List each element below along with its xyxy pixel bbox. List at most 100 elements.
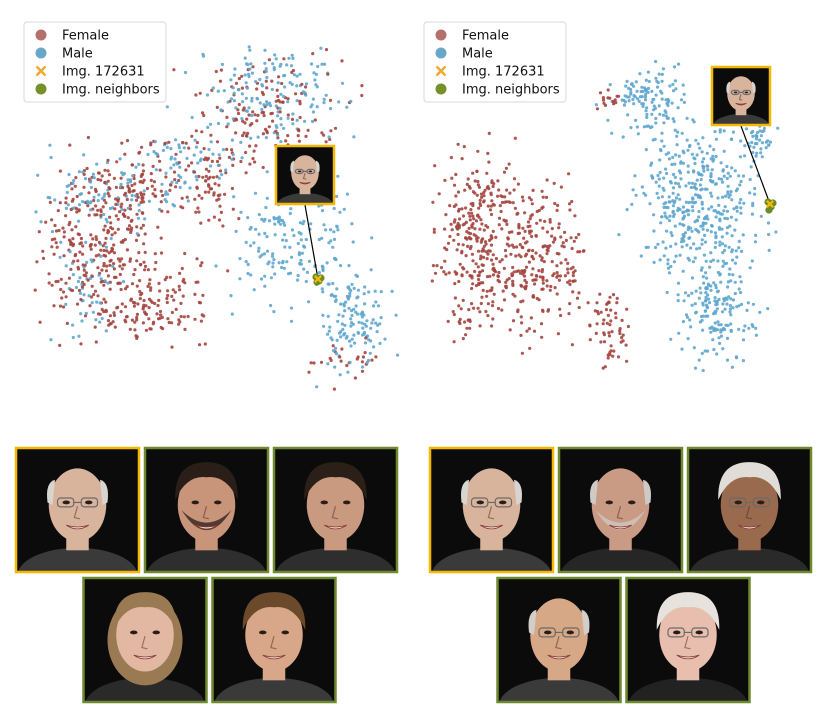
male-point bbox=[250, 71, 254, 75]
male-point bbox=[304, 82, 309, 86]
male-point bbox=[365, 319, 369, 323]
male-point bbox=[374, 300, 378, 304]
female-point bbox=[83, 314, 88, 318]
female-point bbox=[234, 131, 238, 135]
female-point bbox=[475, 169, 479, 173]
male-point bbox=[697, 230, 701, 234]
female-point bbox=[312, 361, 316, 365]
female-point bbox=[453, 296, 457, 300]
male-point bbox=[730, 365, 735, 369]
female-point bbox=[133, 301, 137, 305]
male-point bbox=[193, 138, 197, 142]
male-point bbox=[91, 310, 95, 314]
female-point bbox=[311, 52, 315, 56]
female-point bbox=[296, 128, 301, 132]
male-point bbox=[707, 301, 712, 305]
female-point bbox=[82, 172, 86, 176]
female-point bbox=[503, 248, 508, 253]
male-point bbox=[767, 232, 771, 237]
female-point bbox=[218, 169, 223, 173]
female-point bbox=[497, 216, 502, 220]
female-point bbox=[444, 272, 448, 276]
female-point bbox=[489, 204, 493, 208]
male-point bbox=[336, 174, 340, 178]
female-point bbox=[502, 266, 506, 270]
male-point bbox=[731, 306, 735, 310]
female-point bbox=[521, 269, 525, 273]
male-point bbox=[264, 67, 268, 71]
female-point bbox=[457, 279, 461, 284]
male-point bbox=[333, 365, 337, 369]
female-point bbox=[551, 240, 556, 244]
female-point bbox=[139, 226, 143, 230]
male-point bbox=[670, 162, 674, 167]
male-point bbox=[687, 225, 691, 229]
female-point bbox=[481, 255, 486, 259]
female-point bbox=[577, 305, 581, 310]
query-point-marker bbox=[766, 200, 774, 208]
female-point bbox=[573, 279, 577, 283]
male-point bbox=[50, 230, 55, 234]
male-point bbox=[120, 207, 124, 211]
male-point bbox=[677, 62, 681, 66]
male-point bbox=[344, 336, 348, 340]
male-point bbox=[710, 194, 714, 198]
male-point bbox=[726, 285, 730, 289]
female-point bbox=[244, 150, 248, 155]
female-point bbox=[123, 208, 127, 212]
female-point bbox=[516, 211, 520, 215]
female-point bbox=[609, 319, 613, 323]
female-point bbox=[100, 174, 104, 178]
male-point bbox=[643, 95, 648, 99]
male-point bbox=[725, 231, 729, 235]
female-point bbox=[491, 267, 495, 271]
male-point bbox=[135, 232, 139, 236]
male-point bbox=[77, 170, 81, 174]
female-point bbox=[225, 125, 229, 129]
male-point bbox=[78, 192, 82, 196]
female-point bbox=[126, 216, 130, 220]
neighbor-face-image bbox=[557, 446, 684, 574]
female-point bbox=[41, 256, 46, 260]
male-point bbox=[635, 125, 640, 129]
female-point bbox=[552, 181, 556, 185]
female-point bbox=[71, 244, 75, 248]
female-point bbox=[218, 79, 222, 83]
male-point bbox=[664, 205, 668, 209]
male-point bbox=[331, 245, 335, 249]
male-point bbox=[702, 157, 706, 161]
female-point bbox=[153, 188, 157, 192]
legend-label: Male bbox=[462, 47, 493, 62]
male-point bbox=[174, 138, 178, 142]
face-head bbox=[306, 468, 365, 542]
male-point bbox=[640, 85, 644, 89]
female-point bbox=[595, 309, 600, 314]
female-point bbox=[523, 254, 528, 258]
male-point bbox=[690, 291, 694, 295]
male-point bbox=[706, 282, 711, 286]
female-point bbox=[446, 319, 450, 323]
female-point bbox=[166, 210, 170, 214]
female-point bbox=[545, 284, 549, 288]
male-point bbox=[345, 192, 349, 196]
female-point bbox=[142, 303, 146, 307]
female-point bbox=[142, 298, 146, 303]
female-point bbox=[500, 200, 504, 205]
male-point bbox=[730, 166, 734, 170]
male-point bbox=[700, 318, 704, 322]
female-point bbox=[96, 266, 100, 270]
male-point bbox=[713, 296, 717, 300]
male-point bbox=[258, 101, 262, 105]
male-point bbox=[333, 257, 337, 261]
female-point bbox=[194, 210, 198, 214]
female-point bbox=[340, 59, 344, 63]
female-point bbox=[236, 111, 241, 116]
female-point bbox=[148, 278, 152, 282]
male-point bbox=[667, 219, 672, 223]
female-point bbox=[474, 262, 478, 266]
neighbor-image-frame bbox=[272, 446, 399, 574]
female-point bbox=[518, 243, 522, 247]
male-point bbox=[83, 177, 88, 181]
female-point bbox=[181, 206, 185, 210]
female-point bbox=[588, 338, 592, 342]
